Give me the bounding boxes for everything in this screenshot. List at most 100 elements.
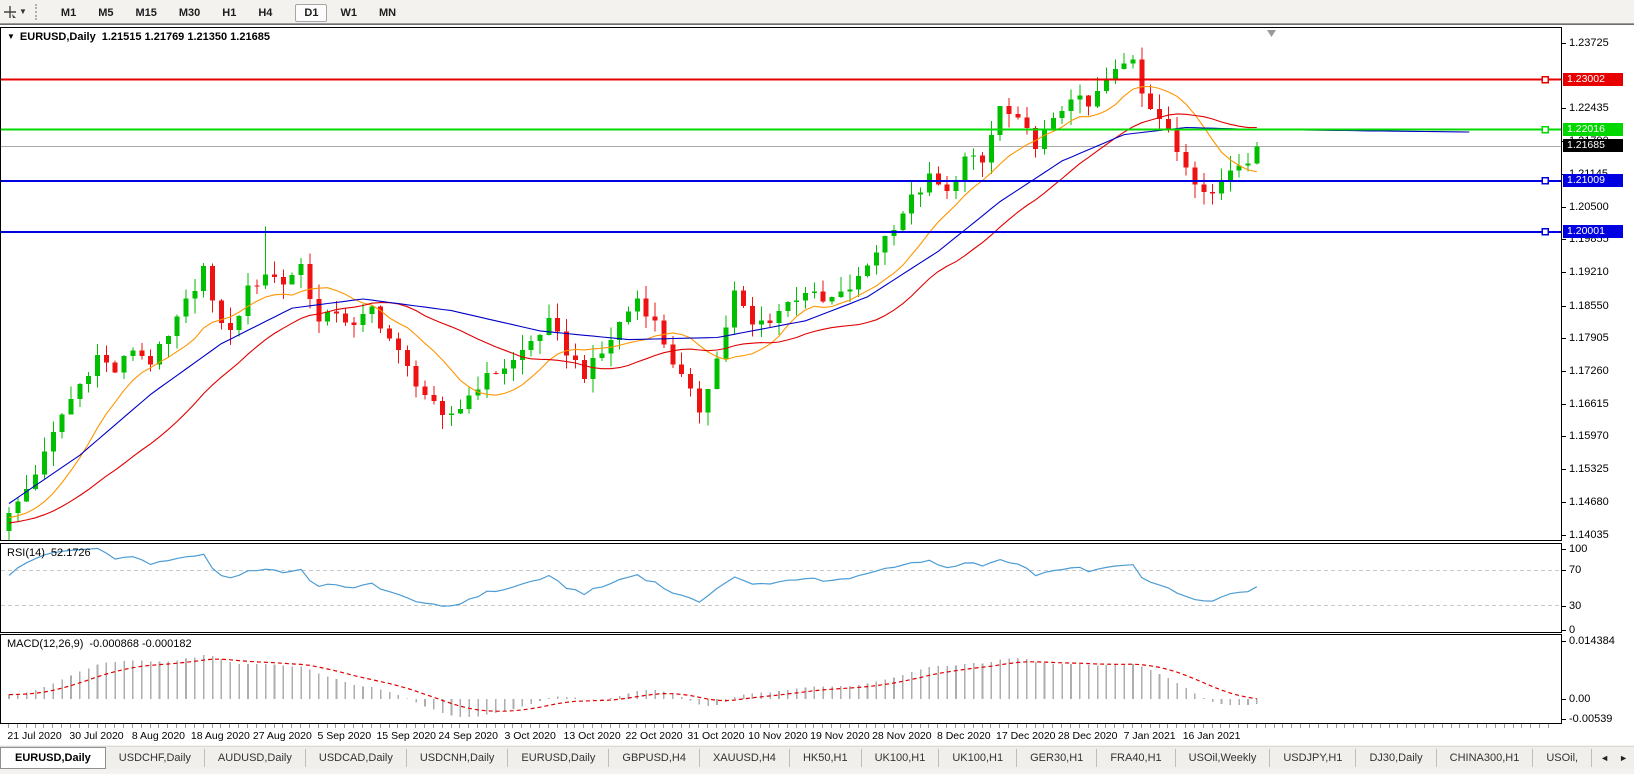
- rsi-level-lines: [1, 569, 1561, 607]
- time-tick-mark: [140, 724, 142, 728]
- time-axis[interactable]: 21 Jul 2020 30 Jul 2020 8 Aug 2020 18 Aug 2…: [0, 724, 1562, 745]
- timeframe-button-h1[interactable]: H1: [222, 6, 237, 19]
- hline-handle[interactable]: [1541, 177, 1549, 185]
- time-tick-mark: [1468, 724, 1470, 728]
- price-line-badge: 1.21685: [1563, 139, 1623, 153]
- time-tick-mark: [238, 724, 240, 728]
- time-tick-mark: [52, 724, 54, 728]
- date-axis-label: 31 Oct 2020: [687, 730, 745, 742]
- macd-histogram: [8, 654, 1258, 717]
- time-tick-mark: [1043, 724, 1045, 728]
- timeframe-button-m5[interactable]: M5: [98, 6, 114, 19]
- time-tick-mark: [1211, 724, 1213, 728]
- price-chart-panel[interactable]: ▼ EURUSD,Daily 1.21515 1.21769 1.21350 1.2…: [0, 27, 1562, 541]
- date-axis-label: 18 Aug 2020: [190, 730, 250, 742]
- chart-tab-eurusd-daily[interactable]: EURUSD,Daily: [508, 749, 610, 767]
- axis-tick-mark: [1562, 469, 1566, 471]
- timeframe-button-mn[interactable]: MN: [378, 6, 397, 19]
- time-tick-mark: [273, 724, 275, 728]
- horizontal-lines-layer[interactable]: [1, 75, 1561, 236]
- time-tick-mark: [1078, 724, 1080, 728]
- timeframe-button-m1[interactable]: M1: [60, 6, 77, 19]
- price-axis-label: 1.16615: [1569, 397, 1609, 410]
- time-tick-mark: [379, 724, 381, 728]
- price-axis-label: 1.17905: [1569, 332, 1609, 345]
- time-tick-mark: [220, 724, 222, 728]
- rsi-canvas[interactable]: [1, 544, 1561, 632]
- time-tick-mark: [1282, 724, 1284, 728]
- time-tick-mark: [857, 724, 859, 728]
- price-chart-canvas[interactable]: [1, 28, 1561, 540]
- chart-tab-usoil[interactable]: USOil,: [1533, 749, 1593, 767]
- timeframe-button-h4[interactable]: H4: [258, 6, 273, 19]
- time-tick-mark: [1123, 724, 1125, 728]
- price-axis-label: 1.15970: [1569, 430, 1609, 443]
- macd-panel[interactable]: MACD(12,26,9) -0.000868 -0.000182: [0, 634, 1562, 724]
- chart-tab-uk100-h1[interactable]: UK100,H1: [939, 749, 1018, 767]
- time-tick-mark: [1034, 724, 1036, 728]
- time-tick-mark: [565, 724, 567, 728]
- chart-tab-china300-h1[interactable]: CHINA300,H1: [1437, 749, 1534, 767]
- time-tick-mark: [1308, 724, 1310, 728]
- tab-scroll-controls: ◄ ►: [1594, 747, 1634, 769]
- toolbar-grip[interactable]: [34, 3, 41, 20]
- time-tick-mark: [786, 724, 788, 728]
- timeframe-button-m15[interactable]: M15: [135, 6, 157, 19]
- time-tick-mark: [114, 724, 116, 728]
- time-tick-mark: [1087, 724, 1089, 728]
- chart-tab-usdjpy-h1[interactable]: USDJPY,H1: [1270, 749, 1357, 767]
- time-tick-mark: [353, 724, 355, 728]
- chart-tab-ger30-h1[interactable]: GER30,H1: [1017, 749, 1098, 767]
- timeframe-button-m30[interactable]: M30: [178, 6, 201, 19]
- chart-tab-fra40-h1[interactable]: FRA40,H1: [1097, 749, 1176, 767]
- crosshair-tool-icon[interactable]: [1, 3, 19, 21]
- time-tick-mark: [777, 724, 779, 728]
- time-tick-mark: [1273, 724, 1275, 728]
- tab-scroll-right-icon[interactable]: ►: [1619, 753, 1628, 763]
- hline-handle[interactable]: [1541, 75, 1549, 84]
- time-tick-mark: [583, 724, 585, 728]
- chart-tab-dj30-daily[interactable]: DJ30,Daily: [1356, 749, 1437, 767]
- price-axis[interactable]: 1.237251.224351.217901.211451.205001.198…: [1562, 25, 1634, 745]
- chart-tab-eurusd-daily[interactable]: EURUSD,Daily: [0, 747, 106, 769]
- chart-tabs: EURUSD,Daily USDCHF,Daily AUDUSD,Daily USDC…: [0, 747, 1593, 769]
- chart-shift-marker-icon[interactable]: [1267, 30, 1276, 37]
- axis-tick-mark: [1562, 549, 1566, 550]
- axis-tick-mark: [1562, 272, 1566, 274]
- time-tick-mark: [149, 724, 151, 728]
- crosshair-glyph: [4, 5, 16, 18]
- axis-tick-mark: [1562, 699, 1566, 700]
- timeframe-button-w1[interactable]: W1: [340, 6, 357, 19]
- chart-tab-xauusd-h4[interactable]: XAUUSD,H4: [700, 749, 790, 767]
- macd-canvas[interactable]: [1, 635, 1561, 723]
- chart-tab-uk100-h1[interactable]: UK100,H1: [862, 749, 940, 767]
- time-tick-mark: [503, 724, 505, 728]
- hline-handle[interactable]: [1541, 228, 1549, 236]
- time-tick-mark: [972, 724, 974, 728]
- hline-handle[interactable]: [1541, 125, 1549, 134]
- time-tick-mark: [1052, 724, 1054, 728]
- chart-tab-usdchf-daily[interactable]: USDCHF,Daily: [106, 749, 205, 767]
- chart-tab-gbpusd-h4[interactable]: GBPUSD,H4: [609, 749, 700, 767]
- price-axis-label: 1.19210: [1569, 266, 1609, 279]
- tab-scroll-left-icon[interactable]: ◄: [1600, 753, 1610, 763]
- chart-tab-usoil-weekly[interactable]: USOil,Weekly: [1176, 749, 1271, 767]
- price-axis-label: 1.14680: [1569, 495, 1609, 508]
- axis-tick-mark: [1562, 630, 1566, 631]
- time-tick-mark: [1238, 724, 1240, 728]
- chart-tab-audusd-daily[interactable]: AUDUSD,Daily: [205, 749, 306, 767]
- chart-menu-icon[interactable]: ▼: [7, 32, 15, 41]
- rsi-panel[interactable]: RSI(14) 52.1726: [0, 543, 1562, 633]
- tool-dropdown-caret-icon[interactable]: ▼: [19, 7, 27, 16]
- timeframe-button-d1[interactable]: D1: [295, 3, 328, 22]
- chart-tab-hk50-h1[interactable]: HK50,H1: [790, 749, 862, 767]
- time-tick-mark: [450, 724, 452, 728]
- time-tick-mark: [317, 724, 319, 728]
- axis-tick-mark: [1562, 641, 1566, 642]
- chart-tab-usdcad-daily[interactable]: USDCAD,Daily: [306, 749, 407, 767]
- macd-name: MACD(12,26,9): [7, 638, 84, 650]
- time-tick-mark: [1539, 724, 1541, 728]
- time-tick-mark: [733, 724, 735, 728]
- chart-tab-usdcnh-daily[interactable]: USDCNH,Daily: [407, 749, 509, 767]
- axis-tick-mark: [1562, 605, 1566, 607]
